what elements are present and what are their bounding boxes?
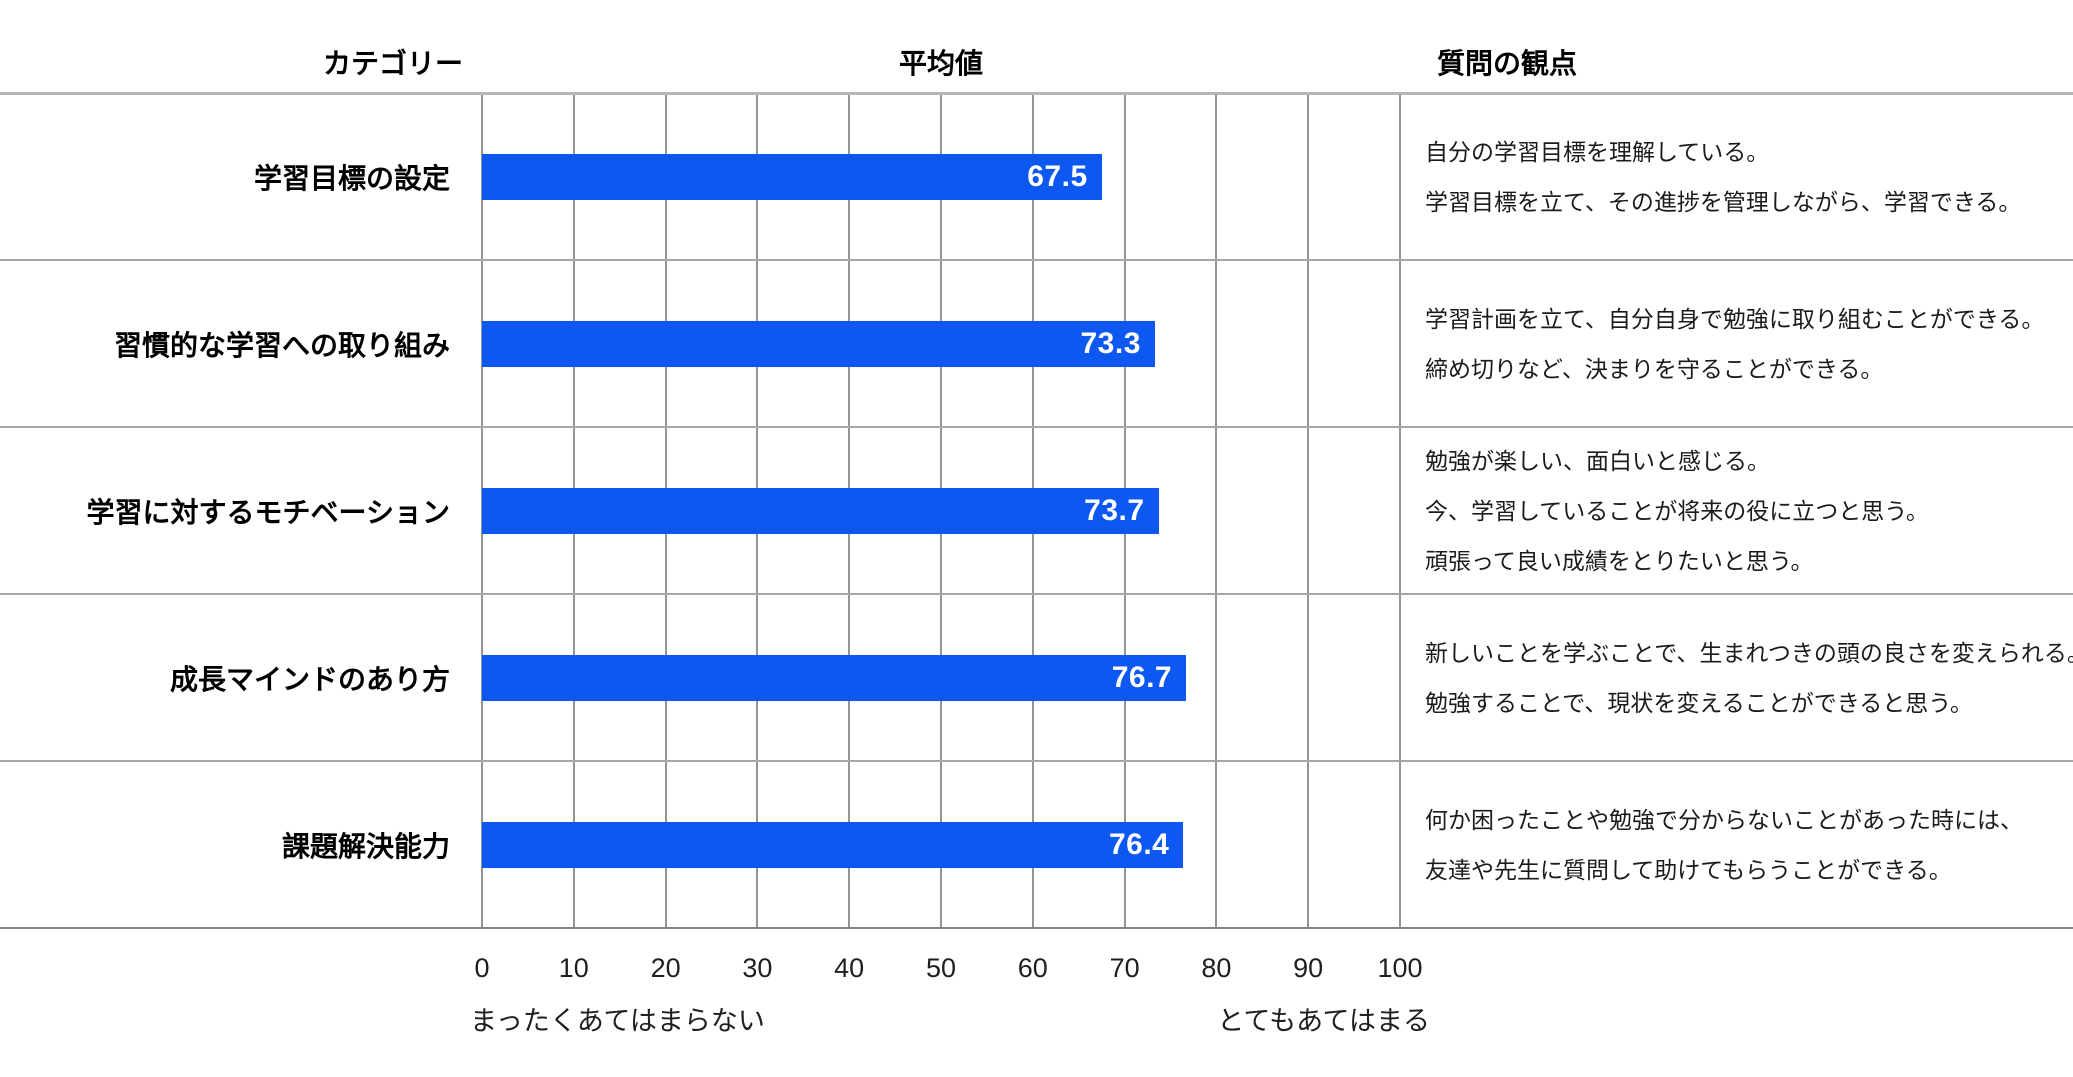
column-header-category: カテゴリー [322, 48, 464, 79]
question-line: 勉強が楽しい、面白いと感じる。 [1425, 447, 1770, 474]
question-column-divider [1399, 93, 1401, 928]
row-separator-line [0, 760, 2073, 762]
axis-tick-label: 40 [834, 953, 865, 983]
question-line: 自分の学習目標を理解している。 [1425, 138, 1770, 165]
value-bar: 76.4 [482, 821, 1184, 868]
axis-min-caption: まったくあてはまらない [470, 1006, 765, 1036]
bar-value-label: 76.7 [1111, 660, 1173, 694]
axis-max-caption: とてもあてはまる [1217, 1006, 1430, 1036]
category-label: 成長マインドのあり方 [169, 663, 450, 695]
question-line: 勉強することで、現状を変えることができると思う。 [1425, 689, 1973, 716]
row-separator-line [0, 259, 2073, 261]
question-line: 学習計画を立て、自分自身で勉強に取り組むことができる。 [1425, 305, 2045, 332]
question-line: 締め切りなど、決まりを守ることができる。 [1425, 355, 1884, 382]
value-bar: 73.7 [482, 487, 1159, 534]
question-line: 頑張って良い成績をとりたいと思う。 [1425, 547, 1814, 574]
axis-tick-label: 20 [650, 953, 681, 983]
axis-tick-label: 10 [558, 953, 589, 983]
value-bar: 76.7 [482, 654, 1187, 701]
row-separator-line [0, 426, 2073, 428]
column-header-question: 質問の観点 [1436, 48, 1578, 79]
question-text-cell: 勉強が楽しい、面白いと感じる。今、学習していることが将来の役に立つと思う。 頑張っ… [1425, 427, 2073, 594]
category-label: 課題解決能力 [281, 830, 450, 862]
grid-bottom-line [0, 927, 2073, 929]
question-text-cell: 新しいことを学ぶことで、生まれつきの頭の良さを変えられる。 勉強することで、現状を… [1425, 594, 2073, 761]
axis-tick-label: 30 [742, 953, 773, 983]
axis-tick-label: 0 [474, 953, 490, 983]
question-line: 何か困ったことや勉強で分からないことがあった時には、 [1425, 806, 2023, 833]
bar-value-label: 76.4 [1108, 827, 1170, 861]
axis-tick-label: 100 [1377, 953, 1423, 983]
question-line: 今、学習していることが将来の役に立つと思う。 [1425, 497, 1929, 524]
axis-tick-label: 70 [1109, 953, 1140, 983]
header-separator-line [0, 92, 2073, 95]
category-label: 習慣的な学習への取り組み [113, 329, 450, 361]
category-label: 学習目標の設定 [253, 162, 450, 194]
question-line: 新しいことを学ぶことで、生まれつきの頭の良さを変えられる。 [1425, 639, 2073, 666]
gridline [1307, 93, 1310, 928]
bar-value-label: 73.3 [1080, 326, 1141, 360]
value-bar: 73.3 [482, 320, 1155, 367]
category-label: 学習に対するモチベーション [86, 496, 450, 528]
value-bar: 67.5 [482, 153, 1102, 200]
bar-value-label: 73.7 [1084, 493, 1145, 527]
axis-tick-label: 90 [1293, 953, 1324, 983]
axis-tick-label: 80 [1201, 953, 1232, 983]
question-text-cell: 何か困ったことや勉強で分からないことがあった時には、 友達や先生に質問して助けても… [1425, 761, 2073, 928]
question-text-cell: 学習計画を立て、自分自身で勉強に取り組むことができる。 締め切りなど、決まりを守る… [1425, 260, 2073, 427]
bar-value-label: 67.5 [1027, 159, 1088, 193]
question-line: 学習目標を立て、その進捗を管理しながら、学習できる。 [1425, 188, 2022, 215]
row-separator-line [0, 593, 2073, 595]
axis-tick-label: 60 [1017, 953, 1048, 983]
question-text-cell: 自分の学習目標を理解している。学習目標を立て、その進捗を管理しながら、学習できる… [1425, 93, 2073, 260]
gridline [1215, 93, 1218, 928]
column-header-average: 平均値 [898, 48, 984, 79]
axis-tick-label: 50 [925, 953, 957, 983]
question-line: 友達や先生に質問して助けてもらうことができる。 [1425, 856, 1952, 883]
